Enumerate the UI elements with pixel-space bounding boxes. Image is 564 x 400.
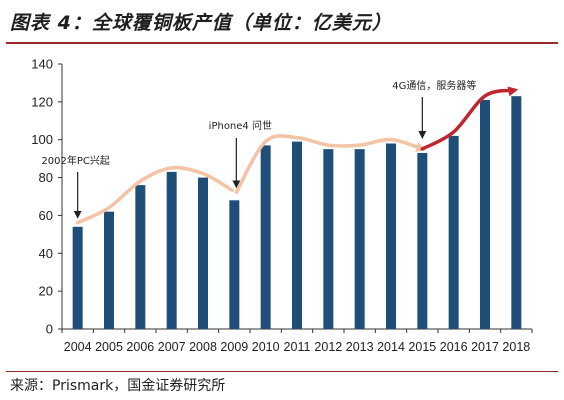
x-tick-label: 2005 (95, 340, 123, 354)
y-tick-label: 100 (31, 132, 53, 147)
title-divider (6, 42, 558, 44)
x-tick-label: 2006 (126, 340, 154, 354)
annotation-label: iPhone4 问世 (209, 119, 272, 132)
annotation-label: 4G通信，服务器等 (392, 79, 476, 92)
bar (198, 177, 208, 329)
x-tick-label: 2009 (220, 340, 248, 354)
chart-title: 图表 4：全球覆铜板产值（单位：亿美元） (10, 12, 392, 34)
trend-lines (75, 86, 519, 225)
trend-curve-middle (234, 134, 427, 195)
annotations: 2002年PC兴起 iPhone4 问世 4G通信，服务器等 (41, 79, 476, 219)
bar (511, 96, 522, 329)
x-tick-label: 2015 (408, 340, 436, 354)
bars (72, 96, 522, 329)
x-tick-label: 2012 (314, 340, 342, 354)
x-tick-label: 2010 (252, 340, 280, 354)
y-tick-label: 20 (39, 284, 53, 299)
x-tick-label: 2017 (471, 340, 499, 354)
footer-divider (6, 371, 558, 372)
bar (417, 152, 428, 329)
x-tick-label: 2004 (64, 340, 92, 354)
y-tick-label: 80 (39, 170, 53, 185)
x-tick-label: 2007 (158, 340, 186, 354)
bar (480, 99, 490, 329)
bar (72, 226, 83, 329)
trend-curve-early (75, 165, 235, 225)
bar (135, 185, 146, 329)
bar (104, 211, 114, 329)
y-tick-label: 0 (46, 322, 53, 337)
x-tick-label: 2011 (284, 340, 311, 354)
bar (323, 149, 334, 329)
bar (229, 200, 240, 329)
trend-curve-late (420, 86, 519, 151)
x-tick-label: 2016 (440, 340, 468, 354)
bar (260, 145, 271, 329)
source-note: 来源：Prismark，国金证券研究所 (10, 378, 226, 394)
x-tick-label: 2013 (346, 340, 374, 354)
bar (448, 135, 459, 329)
y-tick-label: 120 (31, 94, 53, 109)
bar (354, 149, 365, 329)
x-tick-label: 2018 (502, 340, 530, 354)
y-tick-label: 40 (39, 246, 53, 261)
bar (166, 171, 177, 329)
y-tick-label: 60 (39, 208, 53, 223)
annotation-label: 2002年PC兴起 (41, 154, 109, 167)
y-tick-label: 140 (31, 57, 53, 72)
bar (292, 141, 302, 329)
x-tick-label: 2008 (189, 340, 217, 354)
bar (386, 143, 396, 329)
x-tick-label: 2014 (377, 340, 405, 354)
